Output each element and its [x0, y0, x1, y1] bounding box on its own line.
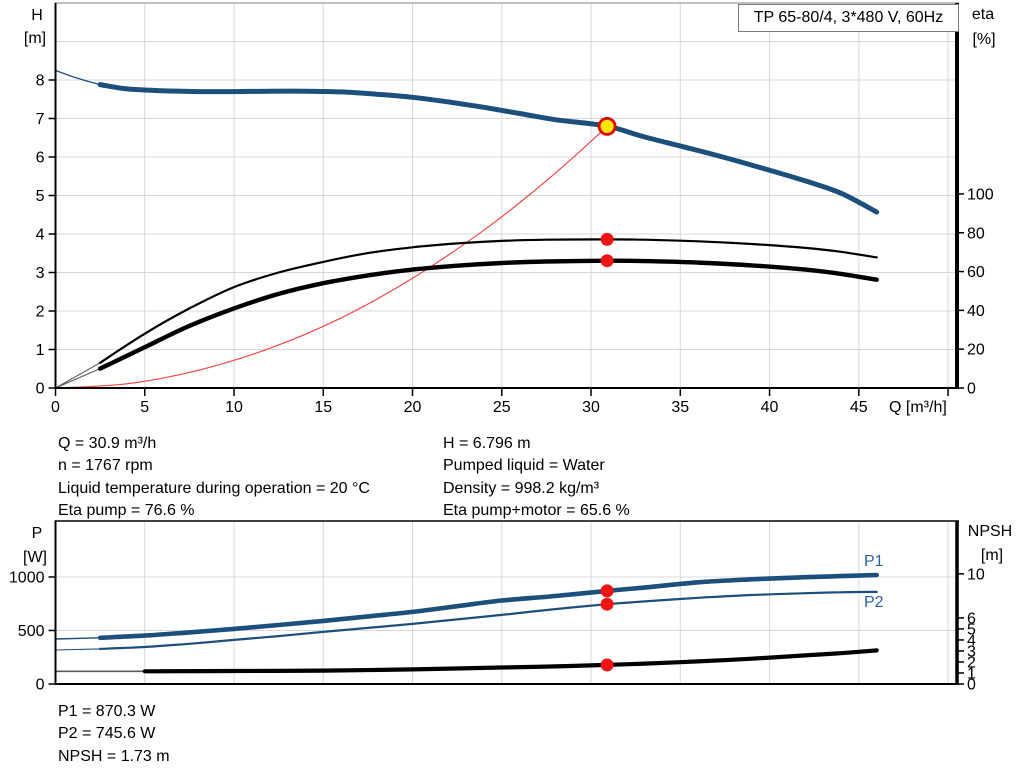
operating-point-markers	[600, 584, 614, 672]
tick-labels: 0 5 10 15 20 25 30 35 40 45 Q [m³/h]01234567802040…	[36, 73, 994, 417]
p1-value: P1 = 870.3 W	[58, 703, 156, 720]
series-label-P2: P2	[864, 594, 884, 611]
svg-text:500: 500	[18, 623, 45, 640]
svg-text:0: 0	[967, 381, 976, 398]
pumped-liquid-value: Pumped liquid = Water	[443, 457, 605, 475]
series-eta-pump-motor[interactable]	[55, 258, 879, 389]
svg-text:[m]: [m]	[981, 547, 1003, 564]
svg-text:80: 80	[967, 225, 985, 242]
svg-text:3: 3	[36, 265, 45, 282]
eta-pump-motor-point[interactable]	[600, 254, 614, 268]
svg-text:15: 15	[314, 399, 332, 416]
head-value: H = 6.796 m	[443, 435, 531, 452]
series-eta-pump[interactable]	[55, 238, 878, 389]
svg-text:100: 100	[967, 186, 994, 203]
svg-text:0: 0	[967, 677, 976, 694]
svg-text:2: 2	[967, 654, 976, 671]
x-axis-label: Q [m³/h]	[889, 399, 947, 416]
svg-text:10: 10	[967, 566, 985, 583]
svg-text:5: 5	[967, 621, 976, 638]
p2-point[interactable]	[600, 597, 614, 611]
svg-text:4: 4	[36, 227, 45, 244]
axis-titles: H [m] eta [%]	[24, 6, 996, 48]
svg-text:20: 20	[967, 342, 985, 359]
svg-text:0: 0	[36, 677, 45, 694]
svg-text:1: 1	[36, 342, 45, 359]
svg-text:1000: 1000	[9, 569, 45, 586]
svg-text:5: 5	[36, 188, 45, 205]
gridlines	[55, 3, 957, 388]
eta-pump-motor-value: Eta pump+motor = 65.6 %	[443, 502, 630, 520]
series-P1[interactable]	[55, 572, 879, 641]
gridlines	[55, 521, 957, 684]
svg-text:2: 2	[36, 304, 45, 321]
right-axis-label: NPSH	[968, 523, 1012, 540]
operating-data-right: H = 6.796 m Pumped liquid = Water Densit…	[443, 433, 630, 523]
series-P2[interactable]	[55, 590, 878, 651]
svg-text:40: 40	[761, 399, 779, 416]
svg-text:20: 20	[404, 399, 422, 416]
speed-value: n = 1767 rpm	[58, 457, 153, 475]
series-label-P1: P1	[864, 553, 884, 570]
p2-value: P2 = 745.6 W	[58, 725, 156, 743]
npsh-point[interactable]	[600, 658, 614, 672]
svg-text:30: 30	[582, 399, 600, 416]
series-NPSH[interactable]	[55, 648, 879, 674]
power-npsh-data: P1 = 870.3 W P2 = 745.6 W NPSH = 1.73 m	[58, 701, 170, 768]
svg-text:[m]: [m]	[24, 30, 46, 47]
svg-text:4: 4	[967, 632, 976, 649]
axes-frame	[54, 520, 959, 685]
svg-text:3: 3	[967, 643, 976, 660]
svg-text:6: 6	[967, 610, 976, 627]
series-pump-curve[interactable]	[55, 69, 880, 215]
svg-text:40: 40	[967, 303, 985, 320]
eta-pump-point[interactable]	[600, 232, 614, 246]
left-axis-label: H	[31, 7, 43, 24]
svg-text:10: 10	[225, 399, 243, 416]
svg-text:35: 35	[671, 399, 689, 416]
series-system-curve[interactable]	[55, 125, 608, 389]
p1-point[interactable]	[600, 584, 614, 598]
chart-top: 0 5 10 15 20 25 30 35 40 45 Q [m³/h]01234567802040…	[24, 2, 996, 417]
svg-text:[W]: [W]	[23, 549, 47, 566]
right-axis-label: eta	[972, 6, 994, 23]
pump-type-title-box: TP 65-80/4, 3*480 V, 60Hz	[738, 4, 959, 32]
svg-text:0: 0	[51, 399, 60, 416]
svg-text:1: 1	[967, 665, 976, 682]
svg-text:[%]: [%]	[972, 31, 995, 48]
flow-value: Q = 30.9 m³/h	[58, 435, 157, 452]
operating-data-left: Q = 30.9 m³/h n = 1767 rpm Liquid temper…	[58, 433, 370, 523]
svg-text:60: 60	[967, 264, 985, 281]
density-value: Density = 998.2 kg/m³	[443, 479, 600, 497]
svg-text:25: 25	[493, 399, 511, 416]
svg-text:5: 5	[140, 399, 149, 416]
svg-text:8: 8	[36, 73, 45, 90]
svg-text:45: 45	[850, 399, 868, 416]
left-axis-label: P	[32, 525, 43, 542]
svg-text:6: 6	[36, 150, 45, 167]
liquid-temperature-value: Liquid temperature during operation = 20…	[58, 479, 370, 497]
eta-pump-value: Eta pump = 76.6 %	[58, 502, 195, 520]
duty-point[interactable]	[597, 116, 617, 136]
svg-text:7: 7	[36, 111, 45, 128]
operating-point-markers	[597, 116, 617, 268]
svg-text:0: 0	[36, 381, 45, 398]
axis-titles: P [W] NPSH [m] P1 P2	[23, 523, 1012, 611]
npsh-value: NPSH = 1.73 m	[58, 747, 170, 765]
